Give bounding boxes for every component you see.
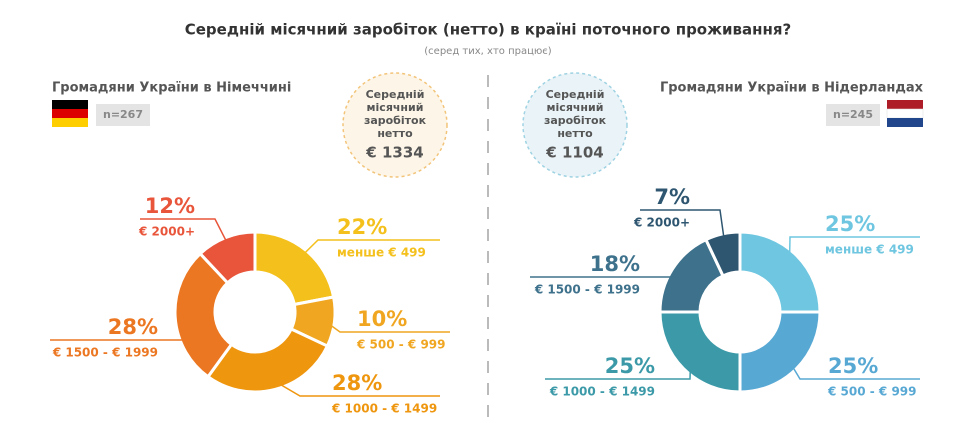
sample-size: n=267 [103, 108, 143, 121]
value-label: 25% [828, 354, 878, 378]
donut-segment [253, 230, 336, 307]
sample-box [826, 104, 880, 126]
value-label: 18% [590, 252, 640, 276]
value-label: 22% [337, 215, 387, 239]
leader-line [788, 361, 920, 380]
average-circle [342, 72, 448, 178]
leader-line [530, 273, 682, 278]
average-caption: місячний [367, 101, 424, 114]
value-label: 28% [332, 371, 382, 395]
average-caption: заробіток [364, 114, 427, 127]
average-circle [522, 72, 628, 178]
leader-line [299, 239, 440, 259]
value-label: 7% [654, 185, 690, 209]
average-caption: нетто [557, 127, 593, 140]
leader-line [272, 379, 440, 397]
value-label: 12% [145, 194, 195, 218]
sample-box [96, 104, 150, 126]
leader-line [50, 316, 191, 341]
donut-segment [173, 251, 234, 379]
category-label: € 2000+ [138, 225, 195, 239]
value-label: 25% [825, 212, 875, 236]
donut-segment [738, 310, 822, 394]
value-label: 28% [108, 315, 158, 339]
leader-line [788, 236, 920, 263]
leader-line [140, 218, 230, 248]
donut-segment [703, 230, 742, 278]
sample-size: n=245 [833, 108, 873, 121]
average-value: € 1334 [365, 144, 423, 162]
average-caption: заробіток [544, 114, 607, 127]
average-caption: місячний [547, 101, 604, 114]
flag-germany [52, 100, 88, 127]
category-label: € 500 - € 999 [356, 338, 446, 352]
average-caption: Середній [366, 88, 425, 101]
leader-line [545, 361, 692, 380]
category-label: € 500 - € 999 [827, 385, 917, 399]
value-label: 10% [357, 307, 407, 331]
average-caption: Середній [546, 88, 605, 101]
category-label: € 1500 - € 1999 [534, 283, 640, 297]
subtitle: (серед тих, хто працює) [424, 46, 552, 57]
category-label: € 2000+ [633, 216, 690, 230]
donut-segment [198, 230, 257, 285]
flag-netherlands [886, 100, 924, 127]
group-title: Громадяни України в Німеччині [52, 81, 291, 96]
average-value: € 1104 [545, 144, 603, 162]
value-label: 25% [605, 354, 655, 378]
donut-segment [738, 230, 822, 314]
category-label: € 1500 - € 1999 [52, 346, 158, 360]
leader-line [324, 320, 450, 333]
category-label: менше € 499 [825, 243, 914, 257]
title: Середній місячний заробіток (нетто) в кр… [185, 21, 791, 39]
category-label: € 1000 - € 1499 [331, 402, 437, 416]
group-title: Громадяни України в Нідерландах [660, 81, 924, 96]
category-label: менше € 499 [337, 246, 426, 260]
category-label: € 1000 - € 1499 [549, 385, 655, 399]
donut-segment [205, 327, 330, 394]
average-caption: нетто [377, 127, 413, 140]
donut-segment [658, 310, 742, 394]
leader-line [640, 209, 726, 244]
